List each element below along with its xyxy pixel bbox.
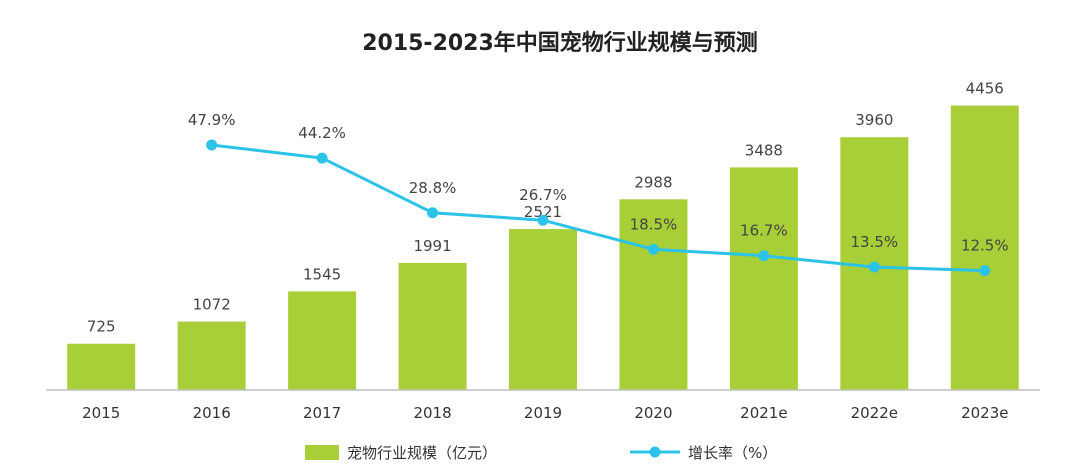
x-tick-label-2018: 2018 [413, 404, 451, 422]
growth-rate-point-2022e [868, 261, 880, 273]
bar-2020 [619, 199, 688, 390]
x-tick-label-2015: 2015 [82, 404, 120, 422]
growth-rate-point-2019 [537, 214, 549, 226]
x-tick-label-2016: 2016 [193, 404, 231, 422]
legend-bar-swatch [305, 445, 339, 460]
x-tick-label-2021e: 2021e [740, 404, 787, 422]
bar-2015 [67, 343, 136, 390]
x-axis-tick-labels: 2015 2016 2017 2018 2019 2020 2021e 2022e 2023e [82, 404, 1008, 422]
x-tick-label-2022e: 2022e [851, 404, 898, 422]
bar-value-label-2023e: 4456 [966, 80, 1004, 98]
growth-rate-point-2023e [979, 265, 991, 277]
bar-value-label-2020: 2988 [634, 173, 672, 191]
x-tick-label-2019: 2019 [524, 404, 562, 422]
bar-series [67, 105, 1019, 391]
growth-rate-line [211, 143, 985, 273]
growth-rate-label-2016: 47.9% [188, 111, 236, 129]
bar-value-label-2017: 1545 [303, 265, 341, 283]
bar-2019 [509, 229, 577, 390]
bar-value-label-2021e: 3488 [745, 141, 783, 159]
bar-value-label-2015: 725 [87, 318, 116, 336]
bar-2017 [288, 291, 357, 390]
bar-2021e [729, 167, 798, 390]
bar-value-label-2022e: 3960 [855, 111, 893, 129]
growth-rate-label-2023e: 12.5% [961, 237, 1009, 255]
bar-value-label-2019: 2521 [524, 203, 562, 221]
bar-2018 [398, 262, 467, 390]
legend: 宠物行业规模（亿元） 增长率（%） [305, 444, 777, 462]
growth-rate-label-2018: 28.8% [409, 179, 457, 197]
x-tick-label-2017: 2017 [303, 404, 341, 422]
growth-rate-point-2021e [758, 250, 770, 262]
bar-value-label-2016: 1072 [193, 296, 231, 314]
x-tick-label-2023e: 2023e [961, 404, 1008, 422]
growth-rate-label-2022e: 13.5% [851, 233, 899, 251]
legend-line-marker [649, 446, 661, 458]
growth-rate-label-2017: 44.2% [298, 124, 346, 142]
bar-2016 [177, 321, 246, 390]
x-tick-label-2020: 2020 [634, 404, 672, 422]
chart-title: 2015-2023年中国宠物行业规模与预测 [362, 30, 758, 56]
growth-rate-point-2016 [206, 139, 218, 151]
growth-rate-point-2017 [316, 152, 328, 164]
growth-rate-label-2019: 26.7% [519, 186, 567, 204]
bar-value-label-2018: 1991 [413, 237, 451, 255]
growth-rate-point-2020 [647, 243, 659, 255]
legend-line-label: 增长率（%） [688, 444, 777, 462]
legend-bar-label: 宠物行业规模（亿元） [347, 444, 497, 462]
growth-rate-point-2018 [427, 207, 439, 219]
bar-value-labels: 725 1072 1545 1991 2521 2988 3488 3960 4456 [87, 80, 1004, 336]
bar-2023e [950, 105, 1019, 391]
growth-rate-label-2020: 18.5% [630, 215, 678, 233]
growth-rate-series: 47.9% 44.2% 28.8% 26.7% 18.5% 16.7% 13.5% 12.5% [188, 111, 1009, 277]
growth-rate-label-2021e: 16.7% [740, 222, 788, 240]
